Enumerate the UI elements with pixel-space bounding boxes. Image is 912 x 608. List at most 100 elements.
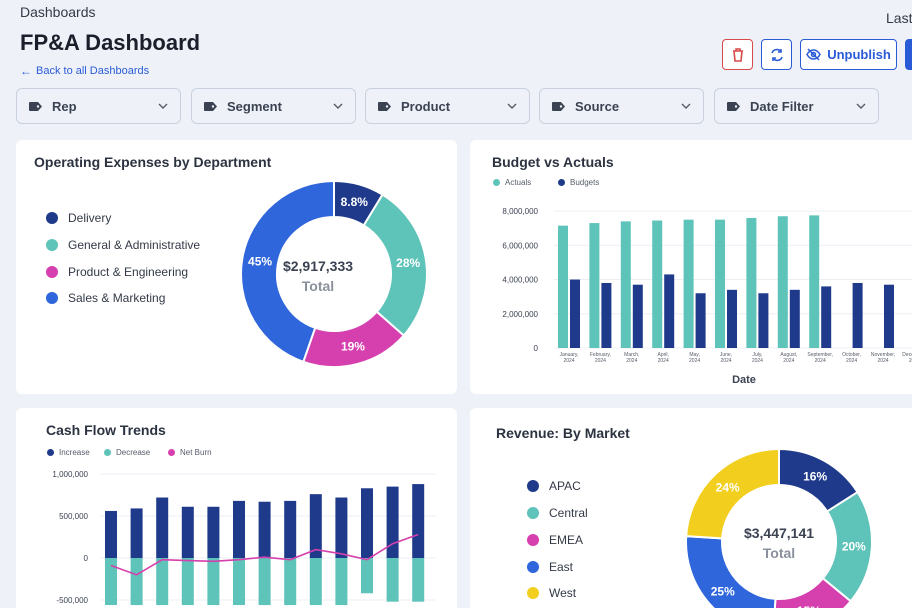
y-tick-label: 4,000,000 — [502, 276, 538, 285]
delete-button[interactable] — [722, 39, 753, 70]
x-tick-label: November, — [871, 352, 895, 358]
last-label: Last — [886, 10, 912, 26]
increase-bar — [207, 506, 220, 558]
unpublish-button[interactable]: Unpublish — [800, 39, 897, 70]
legend-item[interactable]: Net Burn — [168, 448, 212, 457]
x-tick-label: 2024 — [783, 358, 794, 364]
actuals-bar — [777, 216, 788, 348]
x-tick-label: 2024 — [752, 358, 763, 364]
actuals-bar — [620, 221, 631, 348]
y-tick-label: 500,000 — [59, 512, 88, 521]
chevron-down-icon — [507, 103, 517, 109]
budget-bar — [884, 284, 894, 348]
increase-bar — [284, 500, 297, 558]
y-tick-label: 0 — [84, 554, 89, 563]
filter-label: Rep — [52, 98, 77, 114]
arrow-left-icon: ← — [20, 64, 32, 78]
revenue-title: Revenue: By Market — [496, 425, 630, 441]
actuals-bar — [652, 220, 663, 348]
x-tick-label: 2024 — [626, 358, 637, 364]
legend-item[interactable]: Actuals — [493, 178, 531, 187]
opex-title: Operating Expenses by Department — [34, 154, 272, 170]
decrease-bar — [309, 558, 322, 606]
budget-bar — [601, 282, 612, 348]
legend-label: Product & Engineering — [68, 265, 189, 279]
revenue-donut: $3,447,141 Total 16% 20% 15% 25% 24% — [685, 447, 873, 608]
legend-swatch — [527, 561, 539, 573]
filter-label: Product — [401, 98, 451, 114]
donut-slice — [685, 447, 780, 540]
x-tick-label: December, — [902, 352, 912, 358]
legend-item[interactable]: APAC — [527, 479, 581, 493]
x-axis-title: Date — [732, 374, 756, 386]
refresh-icon — [770, 48, 783, 61]
budget-bar — [570, 279, 580, 348]
legend-swatch — [558, 179, 565, 186]
x-tick-label: 2024 — [909, 358, 912, 364]
actuals-bar — [746, 217, 757, 348]
increase-bar — [361, 488, 373, 558]
legend-label: Increase — [59, 448, 90, 457]
breadcrumb[interactable]: Dashboards — [20, 4, 96, 20]
filter-product[interactable]: Product — [365, 88, 530, 124]
x-tick-label: 2024 — [689, 358, 700, 364]
filter-rep[interactable]: Rep — [16, 88, 181, 124]
refresh-button[interactable] — [761, 39, 792, 70]
filter-label: Date Filter — [750, 98, 814, 114]
legend-item[interactable]: Product & Engineering — [46, 265, 188, 279]
slice-label: 25% — [711, 585, 735, 599]
filter-date[interactable]: Date Filter — [714, 88, 879, 124]
increase-bar — [335, 497, 348, 558]
actuals-bar — [809, 215, 820, 348]
legend-swatch — [46, 239, 58, 251]
decrease-bar — [361, 558, 373, 594]
slice-label: 45% — [248, 254, 272, 268]
tag-icon — [378, 101, 391, 111]
legend-swatch — [527, 507, 539, 519]
legend-item[interactable]: Budgets — [558, 178, 599, 187]
slice-label: 15% — [797, 604, 821, 608]
decrease-bar — [181, 558, 194, 606]
actuals-bar — [589, 223, 600, 348]
back-link[interactable]: ← Back to all Dashboards — [20, 64, 149, 78]
legend-item[interactable]: Decrease — [104, 448, 150, 457]
decrease-bar — [156, 558, 169, 606]
legend-item[interactable]: Central — [527, 506, 588, 520]
y-tick-label: -500,000 — [56, 596, 88, 605]
x-tick-label: June, — [720, 352, 732, 358]
primary-action-button[interactable] — [905, 39, 912, 70]
legend-swatch — [104, 449, 111, 456]
legend-item[interactable]: East — [527, 560, 573, 574]
increase-bar — [105, 510, 117, 558]
x-tick-label: March, — [624, 352, 639, 358]
x-tick-label: May, — [689, 352, 699, 358]
x-tick-label: 2024 — [658, 358, 669, 364]
legend-item[interactable]: Increase — [47, 448, 90, 457]
legend-label: Delivery — [68, 211, 112, 225]
legend-item[interactable]: West — [527, 586, 576, 600]
legend-item[interactable]: Delivery — [46, 211, 111, 225]
slice-label: 19% — [341, 340, 365, 354]
legend-label: EMEA — [549, 533, 584, 547]
donut-center-label: Total — [302, 278, 334, 294]
x-tick-label: July, — [752, 352, 762, 358]
tag-icon — [29, 101, 42, 111]
increase-bar — [156, 497, 169, 558]
actuals-bar — [558, 225, 568, 348]
decrease-bar — [386, 558, 399, 602]
trash-icon — [732, 47, 743, 62]
y-tick-label: 2,000,000 — [502, 310, 538, 319]
slice-label: 16% — [803, 469, 827, 483]
cashflow-card: Cash Flow Trends Increase Decrease Net B… — [16, 408, 457, 608]
budget-bar — [789, 289, 800, 348]
tag-icon — [727, 101, 740, 111]
slice-label: 20% — [842, 540, 866, 554]
legend-item[interactable]: EMEA — [527, 533, 583, 547]
legend-item[interactable]: General & Administrative — [46, 238, 200, 252]
legend-item[interactable]: Sales & Marketing — [46, 291, 165, 305]
filter-source[interactable]: Source — [539, 88, 704, 124]
x-tick-label: August, — [780, 352, 797, 358]
budget-bar — [758, 293, 769, 348]
filter-segment[interactable]: Segment — [191, 88, 356, 124]
budget-chart: Date 0 2,000,000 4,000,000 6,000,000 8,000,0… — [502, 207, 912, 386]
